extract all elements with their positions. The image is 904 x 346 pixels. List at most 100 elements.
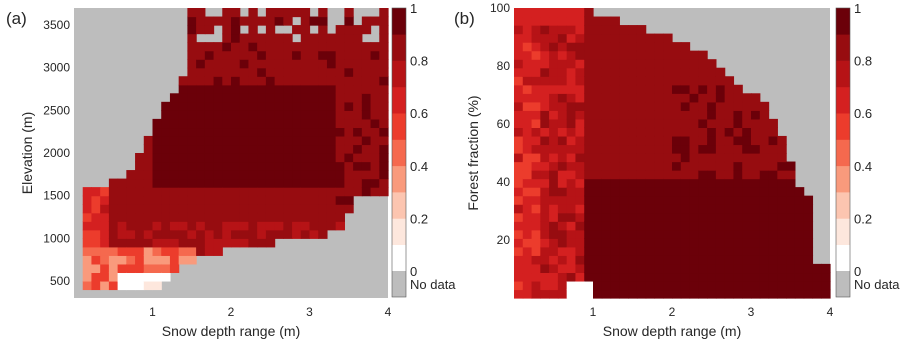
heatmap-cell — [803, 212, 814, 222]
heatmap-cell — [204, 50, 215, 60]
heatmap-cell — [593, 118, 603, 129]
heatmap-cell — [213, 178, 223, 188]
heatmap-cell — [584, 263, 594, 274]
heatmap-cell — [557, 195, 568, 205]
heatmap-cell — [549, 161, 559, 171]
heatmap-cell — [601, 280, 612, 291]
heatmap-cell — [514, 8, 524, 18]
heatmap-cell — [786, 289, 796, 299]
colorbar-segment — [392, 34, 406, 61]
heatmap-cell — [522, 110, 533, 120]
heatmap-cell — [540, 280, 550, 291]
heatmap-cell — [566, 255, 577, 265]
heatmap-cell — [274, 229, 284, 239]
heatmap-cell — [557, 272, 568, 282]
heatmap-cell — [549, 195, 559, 205]
heatmap-cell — [557, 93, 568, 103]
heatmap-cell — [231, 76, 241, 86]
heatmap-cell — [379, 187, 389, 197]
heatmap-cell — [654, 221, 664, 231]
heatmap-cell — [593, 42, 603, 52]
heatmap-cell — [318, 178, 328, 188]
heatmap-cell — [169, 101, 180, 111]
heatmap-cell — [213, 195, 223, 205]
heatmap-cell — [768, 118, 778, 129]
heatmap-cell — [213, 42, 223, 52]
heatmap-cell — [663, 272, 673, 282]
heatmap-cell — [549, 25, 559, 35]
heatmap-cell — [645, 67, 656, 77]
colorbar-tick-label: 0.2 — [854, 211, 872, 226]
heatmap-cell — [309, 42, 319, 52]
heatmap-cell — [557, 118, 568, 129]
heatmap-cell — [117, 255, 127, 265]
heatmap-cell — [326, 187, 337, 197]
heatmap-cell — [178, 178, 188, 188]
heatmap-cell — [663, 170, 673, 180]
heatmap-cell — [601, 204, 612, 214]
heatmap-cell — [619, 101, 629, 111]
heatmap-cell — [715, 280, 726, 291]
heatmap-cell — [663, 33, 673, 43]
heatmap-cell — [654, 229, 664, 239]
heatmap-cell — [707, 101, 717, 111]
heatmap-cell — [689, 221, 699, 231]
heatmap-cell — [636, 25, 647, 35]
heatmap-cell — [680, 272, 691, 282]
heatmap-cell — [601, 50, 612, 60]
heatmap-cell — [786, 272, 796, 282]
heatmap-cell — [654, 212, 664, 222]
heatmap-cell — [759, 118, 770, 129]
heatmap-cell — [575, 50, 585, 60]
heatmap-cell — [196, 118, 206, 129]
heatmap-cell — [318, 187, 328, 197]
heatmap-cell — [161, 101, 171, 111]
heatmap-cell — [274, 118, 284, 129]
heatmap-cell — [222, 8, 232, 18]
heatmap-cell — [610, 42, 620, 52]
heatmap-cell — [169, 238, 180, 248]
heatmap-cell — [187, 170, 197, 180]
heatmap-cell — [715, 195, 726, 205]
heatmap-cell — [593, 212, 603, 222]
heatmap-cell — [654, 289, 664, 299]
heatmap-cell — [82, 221, 93, 231]
heatmap-cell — [707, 144, 717, 154]
heatmap-cell — [204, 195, 215, 205]
heatmap-cell — [566, 16, 577, 26]
heatmap-cell — [522, 84, 533, 94]
heatmap-cell — [672, 50, 682, 60]
heatmap-cell — [654, 67, 664, 77]
heatmap-cell — [178, 76, 188, 86]
heatmap-cell — [724, 195, 735, 205]
heatmap-cell — [786, 212, 796, 222]
heatmap-cell — [601, 118, 612, 129]
heatmap-cell — [292, 59, 302, 69]
heatmap-cell — [812, 263, 822, 274]
heatmap-cell — [274, 59, 284, 69]
heatmap-cell — [619, 59, 629, 69]
heatmap-cell — [654, 59, 664, 69]
heatmap-cell — [593, 170, 603, 180]
heatmap-cell — [135, 246, 145, 256]
heatmap-cell — [335, 178, 345, 188]
heatmap-cell — [593, 144, 603, 154]
heatmap-cell — [204, 110, 215, 120]
heatmap-cell — [522, 204, 533, 214]
heatmap-cell — [135, 221, 145, 231]
heatmap-cell — [593, 229, 603, 239]
heatmap-cell — [514, 127, 524, 137]
heatmap-cell — [344, 101, 354, 111]
heatmap-cell — [680, 170, 691, 180]
heatmap-cell — [213, 127, 223, 137]
heatmap-cell — [724, 127, 735, 137]
heatmap-cell — [300, 195, 311, 205]
heatmap-cell — [619, 289, 629, 299]
heatmap-cell — [335, 161, 345, 171]
heatmap-cell — [751, 289, 761, 299]
heatmap-cell — [803, 221, 814, 231]
heatmap-cell — [161, 212, 171, 222]
heatmap-cell — [794, 289, 805, 299]
heatmap-cell — [751, 110, 761, 120]
heatmap-cell — [326, 135, 337, 146]
